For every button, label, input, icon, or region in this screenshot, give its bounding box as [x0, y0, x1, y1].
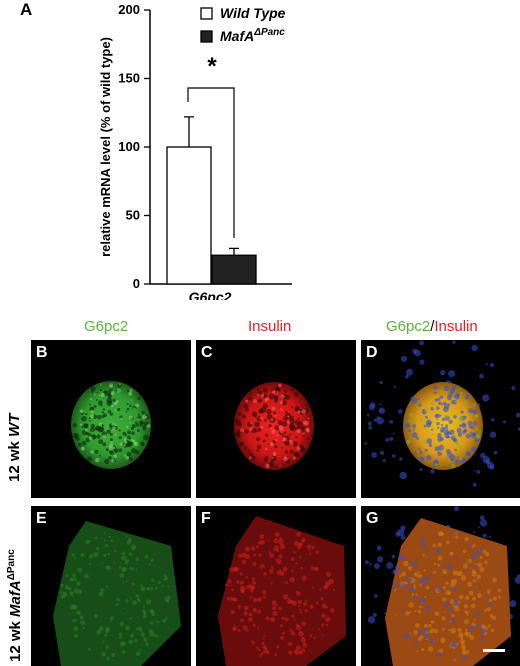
y-tick-label: 150 — [118, 71, 140, 86]
y-tick-label: 0 — [133, 276, 140, 291]
legend-label-mafa: MafAΔPanc — [220, 27, 285, 44]
panel-letter-c: C — [201, 344, 213, 361]
row-label-wt: 12 wk WT — [6, 413, 23, 482]
panel-a-letter: A — [20, 0, 33, 19]
scale-bar — [483, 649, 505, 652]
y-tick-group: 0 50 100 150 200 — [118, 2, 150, 291]
micrograph-f-mafa-insulin — [196, 506, 356, 666]
micrograph-e-mafa-g6pc2 — [31, 506, 191, 666]
panel-letter-g: G — [366, 510, 379, 527]
bar-wild-type — [166, 146, 212, 285]
row-label-mafa: 12 wk MafAΔPanc — [6, 549, 24, 662]
column-header-insulin: Insulin — [248, 318, 292, 335]
y-tick-label: 50 — [126, 208, 140, 223]
panel-letter-d: D — [366, 344, 378, 361]
mrna-bar-chart: 0 50 100 150 200 * G6pc2 relative mRNA level… — [98, 2, 292, 300]
y-tick-label: 100 — [118, 139, 140, 154]
merge-label-insulin: Insulin — [434, 318, 478, 335]
micrograph-b-wt-g6pc2 — [31, 340, 191, 498]
error-bar — [184, 116, 194, 147]
bar-mafa — [211, 254, 257, 285]
micrograph-g-mafa-merge — [361, 506, 520, 666]
column-header-g6pc2: G6pc2 — [84, 318, 129, 335]
y-tick-label: 200 — [118, 2, 140, 17]
panel-letter-e: E — [36, 510, 47, 527]
panel-letter-b: B — [36, 344, 48, 361]
x-category-label: G6pc2 — [189, 289, 232, 300]
bar-group — [166, 116, 257, 285]
micrograph-d-wt-merge — [361, 340, 520, 498]
legend-swatch-mafa — [200, 30, 213, 43]
merge-label-g6pc2: G6pc2 — [386, 318, 431, 335]
legend-label-wild-type: Wild Type — [220, 5, 286, 21]
legend-swatch-wild-type — [200, 7, 213, 20]
significance-bracket — [187, 87, 235, 238]
y-axis-label: relative mRNA level (% of wild type) — [98, 37, 113, 257]
micrograph-c-wt-insulin — [196, 340, 356, 498]
column-header-merge: G6pc2/Insulin — [386, 318, 478, 335]
panel-letter-f: F — [201, 510, 211, 527]
merge-label-sep: / — [430, 318, 435, 335]
significance-star: * — [207, 53, 217, 80]
error-bar — [229, 247, 239, 256]
